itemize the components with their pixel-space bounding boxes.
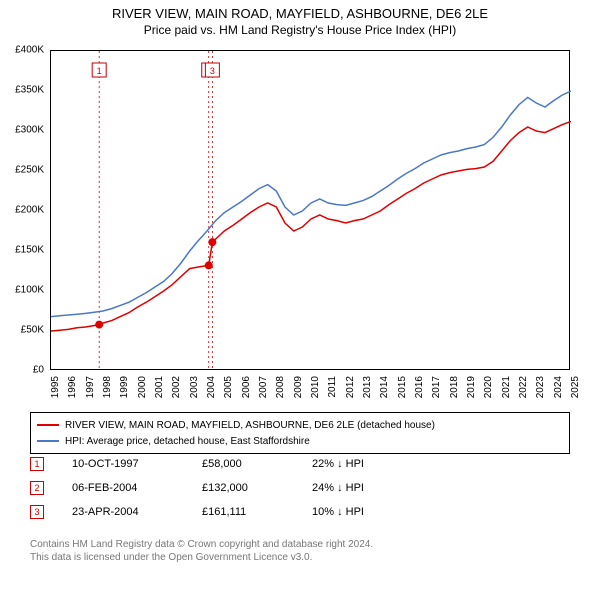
sale-marker-icon: 3 [30,505,44,519]
sale-diff: 10% ↓ HPI [312,506,412,518]
y-tick-label: £0 [33,365,44,376]
sale-price: £58,000 [202,458,302,470]
x-tick-label: 2024 [553,376,564,398]
x-tick-label: 2025 [570,376,581,398]
sale-price: £161,111 [202,506,302,518]
sale-marker-icon: 1 [30,457,44,471]
chart-plot-area: 123 [50,50,570,370]
y-tick-label: £250K [15,165,44,176]
title-block: RIVER VIEW, MAIN ROAD, MAYFIELD, ASHBOUR… [0,0,600,37]
sale-row: 2 06-FEB-2004 £132,000 24% ↓ HPI [30,476,570,500]
y-axis-labels: £0£50K£100K£150K£200K£250K£300K£350K£400… [0,50,48,370]
x-tick-label: 1996 [67,376,78,398]
y-tick-label: £300K [15,125,44,136]
y-tick-label: £350K [15,85,44,96]
svg-text:3: 3 [210,66,215,76]
x-tick-label: 2021 [501,376,512,398]
svg-text:1: 1 [97,66,102,76]
x-tick-label: 2003 [189,376,200,398]
sale-price: £132,000 [202,482,302,494]
sale-row: 1 10-OCT-1997 £58,000 22% ↓ HPI [30,452,570,476]
footnote-line2: This data is licensed under the Open Gov… [30,551,570,564]
x-tick-label: 2004 [206,376,217,398]
page-subtitle: Price paid vs. HM Land Registry's House … [0,23,600,37]
x-tick-label: 2016 [414,376,425,398]
x-tick-label: 2017 [431,376,442,398]
sale-date: 06-FEB-2004 [72,482,192,494]
y-tick-label: £100K [15,285,44,296]
y-tick-label: £150K [15,245,44,256]
x-tick-label: 2013 [362,376,373,398]
sale-row: 3 23-APR-2004 £161,111 10% ↓ HPI [30,500,570,524]
y-tick-label: £200K [15,205,44,216]
sale-marker-icon: 2 [30,481,44,495]
x-tick-label: 2000 [137,376,148,398]
footnote-line1: Contains HM Land Registry data © Crown c… [30,538,570,551]
x-tick-label: 2011 [327,376,338,398]
x-tick-label: 2006 [241,376,252,398]
legend-label-subject: RIVER VIEW, MAIN ROAD, MAYFIELD, ASHBOUR… [65,420,435,431]
x-tick-label: 2012 [345,376,356,398]
x-tick-label: 2020 [483,376,494,398]
chart-svg: 123 [51,51,571,371]
legend-box: RIVER VIEW, MAIN ROAD, MAYFIELD, ASHBOUR… [30,412,570,454]
legend-swatch-subject [37,424,59,426]
legend-label-hpi: HPI: Average price, detached house, East… [65,436,310,447]
footnote: Contains HM Land Registry data © Crown c… [30,538,570,564]
sales-list: 1 10-OCT-1997 £58,000 22% ↓ HPI 2 06-FEB-2004… [30,452,570,524]
x-tick-label: 2023 [535,376,546,398]
legend-swatch-hpi [37,440,59,442]
y-tick-label: £400K [15,45,44,56]
x-tick-label: 1998 [102,376,113,398]
x-tick-label: 1999 [119,376,130,398]
legend-row-subject: RIVER VIEW, MAIN ROAD, MAYFIELD, ASHBOUR… [37,417,563,433]
x-tick-label: 2001 [154,376,165,398]
x-tick-label: 2015 [397,376,408,398]
x-tick-label: 2022 [518,376,529,398]
x-tick-label: 1997 [85,376,96,398]
x-tick-label: 2014 [379,376,390,398]
x-tick-label: 2009 [293,376,304,398]
sale-diff: 22% ↓ HPI [312,458,412,470]
x-tick-label: 2007 [258,376,269,398]
x-tick-label: 2019 [466,376,477,398]
x-tick-label: 2018 [449,376,460,398]
sale-date: 10-OCT-1997 [72,458,192,470]
y-tick-label: £50K [21,325,44,336]
sale-date: 23-APR-2004 [72,506,192,518]
page-title: RIVER VIEW, MAIN ROAD, MAYFIELD, ASHBOUR… [0,6,600,21]
x-axis-labels: 1995 1996 1997 1998 1999 2000 2001 2002 2003 2004… [50,372,570,412]
legend-row-hpi: HPI: Average price, detached house, East… [37,433,563,449]
x-tick-label: 2005 [223,376,234,398]
x-tick-label: 2010 [310,376,321,398]
x-tick-label: 2002 [171,376,182,398]
x-tick-label: 2008 [275,376,286,398]
sale-diff: 24% ↓ HPI [312,482,412,494]
x-tick-label: 1995 [50,376,61,398]
